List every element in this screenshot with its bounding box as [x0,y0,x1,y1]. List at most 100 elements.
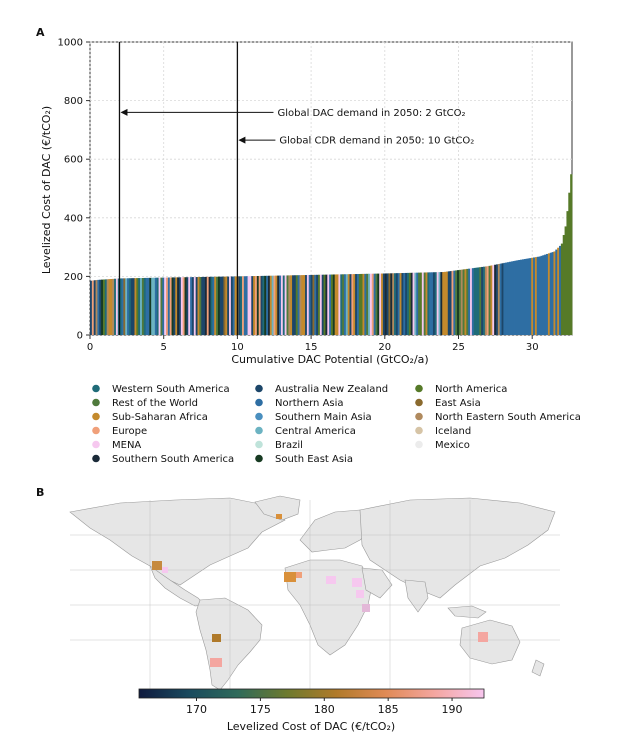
legend-item: Iceland [415,426,471,437]
bar [271,275,274,335]
legend-marker [255,454,263,463]
bar [214,276,217,335]
legend-label: South East Asia [275,454,353,465]
bar [190,277,193,335]
bar [325,274,328,335]
bar [338,274,341,335]
bar [355,274,358,335]
bar [516,260,519,335]
bar [386,273,389,335]
bar [182,277,185,335]
bar [319,274,323,335]
bar [166,277,169,335]
legend-item: Western South America [92,384,230,395]
africa-shape [284,559,373,656]
bar [115,278,119,335]
bar [412,272,415,335]
cost-cell-horn-of-africa [362,604,370,612]
bar [392,273,395,335]
bar [164,277,167,335]
bar [570,174,573,335]
bar [394,273,397,335]
bar [295,275,299,335]
bar [440,272,443,335]
bar [345,274,349,335]
bar [425,272,428,335]
bar [490,265,493,335]
bar [503,262,506,335]
bar [143,277,147,335]
bar [314,274,317,335]
bar [162,277,165,335]
bar [212,276,215,335]
bar [258,275,261,335]
legend-marker [92,454,100,463]
x-tick-label: 30 [526,342,539,353]
bar [108,279,111,335]
cost-cell-south-america [212,634,221,642]
colorbar-label: Levelized Cost of DAC (€/tCO₂) [227,720,395,733]
world-map [69,495,560,691]
annotation-lines [118,42,276,335]
bar [342,274,345,335]
bar [369,273,373,335]
cost-cell-iceland [276,514,282,519]
bar [414,272,417,335]
legend-label: MENA [112,440,141,451]
bar [531,257,534,335]
bar [347,274,350,335]
bar [495,264,499,335]
bar [475,267,478,335]
colorbar-tick-label: 190 [442,703,463,716]
bar [247,276,250,335]
bar [204,276,208,335]
bar [442,272,445,335]
bar [119,278,122,335]
bar [453,270,456,335]
bar [455,270,458,335]
bar [501,263,504,335]
bar [562,235,565,335]
legend-marker [255,384,263,393]
new-zealand-shape [531,659,545,677]
australia-shape [459,619,521,665]
bar [421,272,425,335]
bar [492,265,495,335]
bar [149,277,152,335]
bar [125,278,128,335]
bar [216,276,219,335]
bar [390,273,393,335]
bar [379,273,382,335]
bar [243,276,247,335]
bar [470,268,473,335]
legend-marker [92,398,100,407]
bar [323,274,326,335]
bar [427,272,430,335]
bar [360,273,363,335]
bar [514,260,517,335]
bar [132,278,135,335]
legend-label: Brazil [275,440,303,451]
legend-item: North Eastern South America [415,412,581,423]
bar [331,274,334,335]
bar [546,253,549,335]
bar [483,266,486,335]
x-tick-label: 5 [161,342,167,353]
bar [318,274,321,335]
bar [529,258,532,335]
bar [499,263,502,335]
bar [423,272,426,335]
bar [316,274,319,335]
bar [473,267,476,335]
bar [173,277,176,335]
bar [557,247,560,335]
bar [547,253,551,335]
legend-item: Mexico [415,440,470,451]
bar [518,259,521,335]
y-tick-label: 800 [64,96,83,107]
legend-label: Iceland [435,426,471,437]
annotation-arrow-head [238,136,246,144]
bar [223,276,226,335]
bar [151,277,154,335]
